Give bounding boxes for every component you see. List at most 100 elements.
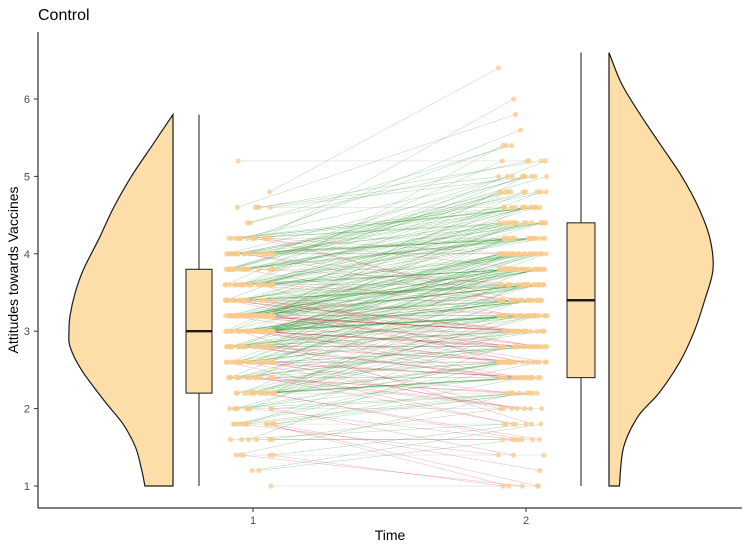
paired-line bbox=[232, 299, 538, 347]
point-time1 bbox=[242, 328, 249, 334]
paired-line bbox=[272, 253, 530, 286]
point-time1 bbox=[226, 235, 232, 241]
paired-line bbox=[258, 160, 542, 208]
paired-line bbox=[237, 114, 516, 208]
point-time2 bbox=[528, 204, 534, 210]
paired-line bbox=[249, 284, 527, 378]
paired-line bbox=[267, 377, 519, 394]
paired-line bbox=[242, 269, 518, 316]
point-time1 bbox=[270, 282, 276, 288]
paired-line bbox=[265, 269, 535, 363]
point-time1 bbox=[244, 235, 250, 241]
paired-line bbox=[269, 253, 539, 286]
paired-line bbox=[240, 299, 538, 332]
point-time1 bbox=[268, 328, 274, 334]
point-time2 bbox=[515, 282, 521, 288]
paired-line bbox=[238, 330, 532, 425]
point-time2 bbox=[529, 344, 535, 350]
paired-line bbox=[228, 315, 528, 363]
paired-line bbox=[248, 238, 505, 286]
paired-line bbox=[251, 284, 529, 316]
point-time2 bbox=[502, 266, 509, 272]
paired-line bbox=[240, 269, 508, 316]
paired-line bbox=[229, 392, 530, 409]
paired-line bbox=[269, 67, 499, 193]
point-time2 bbox=[500, 436, 506, 443]
paired-line bbox=[239, 238, 505, 347]
paired-line bbox=[226, 315, 544, 363]
paired-line bbox=[240, 454, 523, 487]
paired-line bbox=[269, 454, 503, 487]
paired-line bbox=[271, 207, 512, 270]
point-time2 bbox=[534, 390, 540, 396]
point-time2 bbox=[536, 436, 543, 443]
paired-line bbox=[273, 361, 507, 378]
paired-line bbox=[246, 330, 516, 425]
paired-line bbox=[235, 361, 508, 409]
point-time1 bbox=[269, 266, 275, 272]
paired-line bbox=[273, 377, 538, 394]
paired-line bbox=[229, 330, 519, 378]
paired-line bbox=[269, 315, 505, 332]
point-time2 bbox=[509, 173, 515, 179]
point-time2 bbox=[509, 204, 515, 210]
point-time2 bbox=[528, 328, 534, 334]
paired-line bbox=[252, 423, 541, 471]
paired-line bbox=[248, 253, 502, 316]
paired-line bbox=[239, 346, 500, 378]
paired-line bbox=[265, 253, 526, 316]
point-time1 bbox=[264, 421, 270, 427]
point-time2 bbox=[508, 189, 514, 195]
paired-line bbox=[250, 145, 512, 224]
paired-line bbox=[229, 176, 547, 270]
paired-line bbox=[242, 361, 531, 378]
paired-line bbox=[230, 423, 505, 440]
point-time1 bbox=[269, 436, 275, 443]
paired-line bbox=[268, 284, 544, 332]
paired-line bbox=[271, 361, 511, 394]
paired-line bbox=[236, 315, 539, 394]
paired-line bbox=[239, 253, 547, 363]
paired-line bbox=[245, 269, 544, 316]
point-time1 bbox=[230, 297, 236, 303]
paired-line bbox=[237, 361, 540, 425]
paired-line bbox=[253, 330, 535, 347]
y-tick-label: 3 bbox=[24, 326, 30, 338]
paired-line bbox=[244, 284, 519, 301]
point-time2 bbox=[503, 142, 509, 149]
point-time2 bbox=[509, 406, 515, 412]
paired-line bbox=[259, 284, 538, 363]
paired-line bbox=[272, 315, 531, 332]
paired-line bbox=[261, 392, 540, 440]
point-time2 bbox=[507, 297, 514, 303]
paired-line bbox=[229, 191, 526, 270]
paired-line bbox=[225, 269, 517, 286]
point-time1 bbox=[226, 282, 232, 288]
paired-line bbox=[269, 207, 531, 270]
paired-line bbox=[229, 284, 502, 301]
paired-line bbox=[271, 315, 515, 347]
point-time1 bbox=[226, 406, 233, 412]
point-time1 bbox=[244, 421, 250, 427]
paired-line bbox=[237, 269, 516, 286]
point-time2 bbox=[530, 390, 536, 396]
paired-line bbox=[261, 253, 542, 332]
point-time2 bbox=[504, 390, 510, 396]
point-time2 bbox=[542, 158, 549, 164]
paired-line bbox=[237, 253, 534, 363]
paired-line bbox=[266, 284, 529, 316]
paired-line bbox=[225, 160, 503, 285]
point-time1 bbox=[222, 297, 229, 303]
point-time2 bbox=[497, 344, 503, 350]
point-time2 bbox=[513, 359, 519, 365]
paired-line bbox=[269, 377, 531, 409]
paired-line bbox=[240, 330, 511, 363]
paired-line bbox=[235, 253, 524, 301]
paired-line bbox=[253, 129, 521, 239]
paired-line bbox=[271, 299, 529, 332]
point-time2 bbox=[521, 173, 527, 179]
paired-line bbox=[264, 269, 512, 286]
paired-line bbox=[228, 238, 533, 255]
paired-line bbox=[254, 315, 499, 347]
paired-line bbox=[232, 315, 534, 347]
